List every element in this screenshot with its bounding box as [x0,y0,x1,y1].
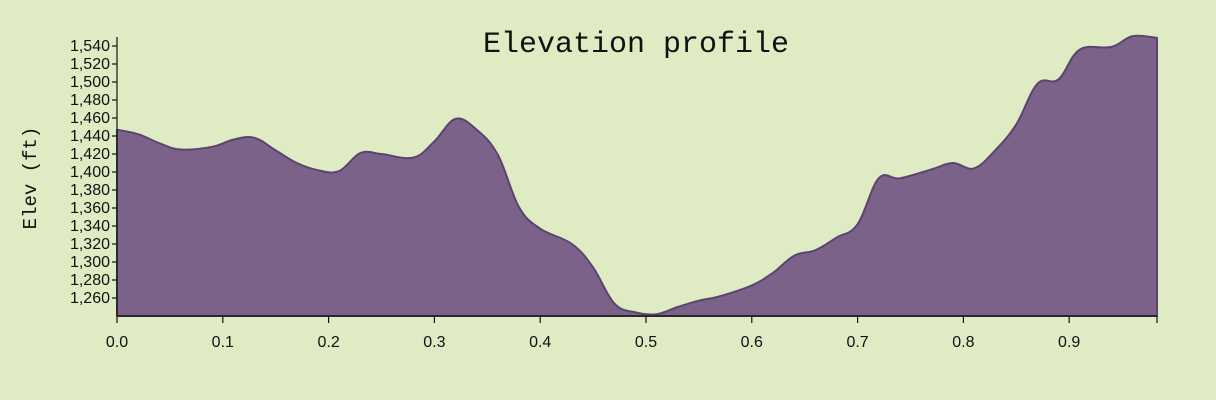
x-tick-label: 0.3 [423,334,445,351]
x-tick-label: 0.4 [529,334,551,351]
x-tick-label: 0.7 [846,334,868,351]
y-tick-label: 1,260 [70,290,110,307]
y-tick-label: 1,440 [70,128,110,145]
y-tick-label: 1,520 [70,56,110,73]
x-tick-label: 0.2 [317,334,339,351]
y-tick-label: 1,360 [70,200,110,217]
x-tick-label: 0.0 [106,334,128,351]
elevation-area [116,34,1158,317]
y-tick-label: 1,280 [70,272,110,289]
y-tick-label: 1,340 [70,218,110,235]
x-tick-label: 0.1 [212,334,234,351]
y-tick-label: 1,420 [70,146,110,163]
x-tick-label: 0.6 [741,334,763,351]
y-axis-label: Elev (ft) [20,127,42,230]
y-tick-label: 1,500 [70,74,110,91]
x-tick-label: 0.5 [635,334,657,351]
y-tick-label: 1,400 [70,164,110,181]
x-tick-label: 0.8 [952,334,974,351]
y-tick-label: 1,480 [70,92,110,109]
y-axis: 1,2601,2801,3001,3201,3401,3601,3801,400… [70,37,118,316]
y-tick-label: 1,380 [70,182,110,199]
y-tick-label: 1,460 [70,110,110,127]
y-tick-label: 1,320 [70,236,110,253]
y-tick-label: 1,300 [70,254,110,271]
x-axis: 0.0 0.1 0.2 0.3 0.4 0.5 0.6 0.7 0.8 0.9 [106,315,1158,351]
chart-title: Elevation profile [483,28,789,62]
y-tick-label: 1,540 [70,38,110,55]
x-tick-label: 0.9 [1058,334,1080,351]
